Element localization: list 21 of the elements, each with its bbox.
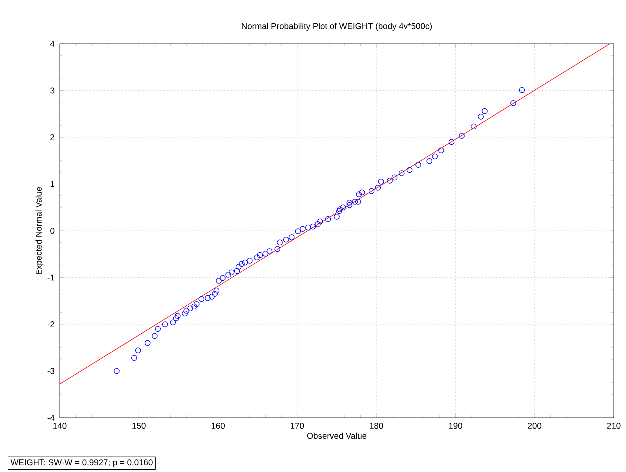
x-tick-label: 160 [212, 423, 226, 430]
x-tick-label: 210 [607, 423, 621, 430]
y-tick-label: 1 [50, 181, 55, 188]
y-tick-label: -4 [48, 415, 55, 421]
x-tick-label: 180 [370, 423, 384, 430]
x-axis-title: Observed Value [307, 432, 367, 440]
y-tick-label: -1 [48, 274, 55, 281]
x-tick-label: 170 [291, 423, 304, 430]
y-tick-label: 0 [50, 228, 55, 234]
x-tick-label: 190 [449, 423, 462, 430]
y-tick-label: -2 [48, 322, 55, 328]
x-tick-label: 200 [528, 423, 542, 430]
y-tick-label: 2 [50, 134, 55, 140]
x-tick-label: 140 [54, 423, 67, 430]
text: WEIGHT: SW-W = 0,9927; p = 0,0160 [10, 460, 153, 468]
y-tick-label: -3 [48, 368, 55, 374]
x-tick-label: 150 [132, 423, 146, 430]
y-tick-label: 3 [50, 88, 55, 94]
y-axis-title: Expected Normal Value [36, 187, 44, 274]
chart-title: Normal Probability Plot of WEIGHT (body 4v*500c) [242, 23, 432, 31]
y-tick-label: 4 [50, 41, 55, 47]
